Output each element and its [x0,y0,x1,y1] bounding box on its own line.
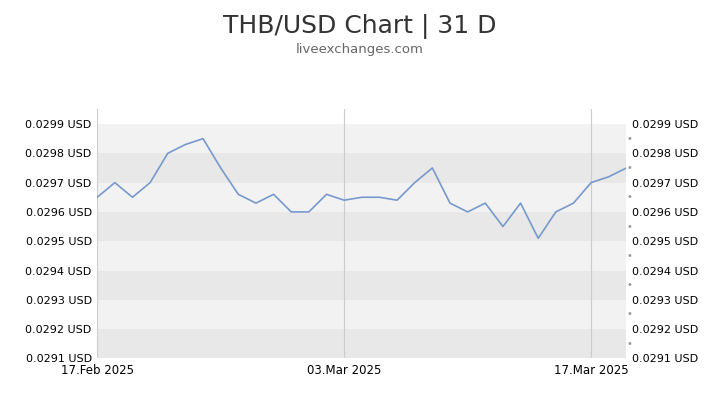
Text: •: • [626,163,632,173]
Bar [97,153,626,183]
Bar [97,183,626,212]
Bar [97,271,626,300]
Bar [97,212,626,241]
Text: •: • [626,280,632,290]
Text: liveexchanges.com: liveexchanges.com [296,43,424,55]
Text: •: • [626,309,632,320]
Text: •: • [626,222,632,232]
Bar [97,124,626,153]
Text: •: • [626,134,632,144]
Bar [97,329,626,358]
Text: •: • [626,192,632,202]
Bar [97,241,626,271]
Text: •: • [626,339,632,349]
Text: •: • [626,251,632,261]
Bar [97,300,626,329]
Text: THB/USD Chart | 31 D: THB/USD Chart | 31 D [223,14,497,39]
